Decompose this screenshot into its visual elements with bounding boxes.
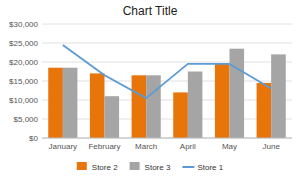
y-tick-label: $25,000 — [9, 39, 38, 48]
bar — [105, 96, 120, 138]
line — [63, 45, 271, 98]
grid-line — [42, 100, 292, 101]
bar — [230, 49, 245, 138]
legend-label: Store 3 — [145, 163, 171, 172]
bar — [188, 72, 203, 139]
legend-swatch — [77, 162, 87, 170]
legend: Store 2 Store 3 Store 1 — [77, 162, 224, 172]
y-tick-label: $30,000 — [9, 20, 38, 29]
y-tick-label: $0 — [29, 134, 38, 143]
grid-line — [42, 138, 292, 139]
legend-swatch — [182, 166, 194, 168]
x-tick-label: March — [135, 142, 157, 151]
x-tick-label: May — [222, 142, 237, 151]
y-tick-label: $15,000 — [9, 77, 38, 86]
title: Chart Title — [123, 4, 178, 18]
grid-line — [42, 119, 292, 120]
x-axis — [42, 138, 292, 139]
bar — [271, 54, 286, 138]
bar — [48, 68, 63, 138]
bar — [173, 92, 188, 138]
y-tick-label: $20,000 — [9, 58, 38, 67]
chart: Chart Title $0 $5,000 $10,000 $15,000 $20,000… — [0, 0, 300, 180]
grid-line — [42, 43, 292, 44]
y-tick-label: $5,000 — [14, 115, 39, 124]
x-tick-label: January — [49, 142, 77, 151]
legend-label: Store 2 — [92, 163, 118, 172]
bar — [90, 73, 105, 138]
legend-swatch — [130, 162, 140, 170]
bar — [146, 75, 161, 138]
bar — [63, 68, 78, 138]
grid-line — [42, 24, 292, 25]
x-tick-label: February — [88, 142, 120, 151]
x-tick-label: June — [262, 142, 280, 151]
bar — [257, 83, 272, 138]
plot-area — [48, 45, 286, 138]
grid-line — [42, 62, 292, 63]
y-tick-label: $10,000 — [9, 96, 38, 105]
legend-label: Store 1 — [197, 163, 223, 172]
x-tick-label: April — [180, 142, 196, 151]
bar — [215, 64, 230, 138]
bar — [132, 75, 147, 138]
